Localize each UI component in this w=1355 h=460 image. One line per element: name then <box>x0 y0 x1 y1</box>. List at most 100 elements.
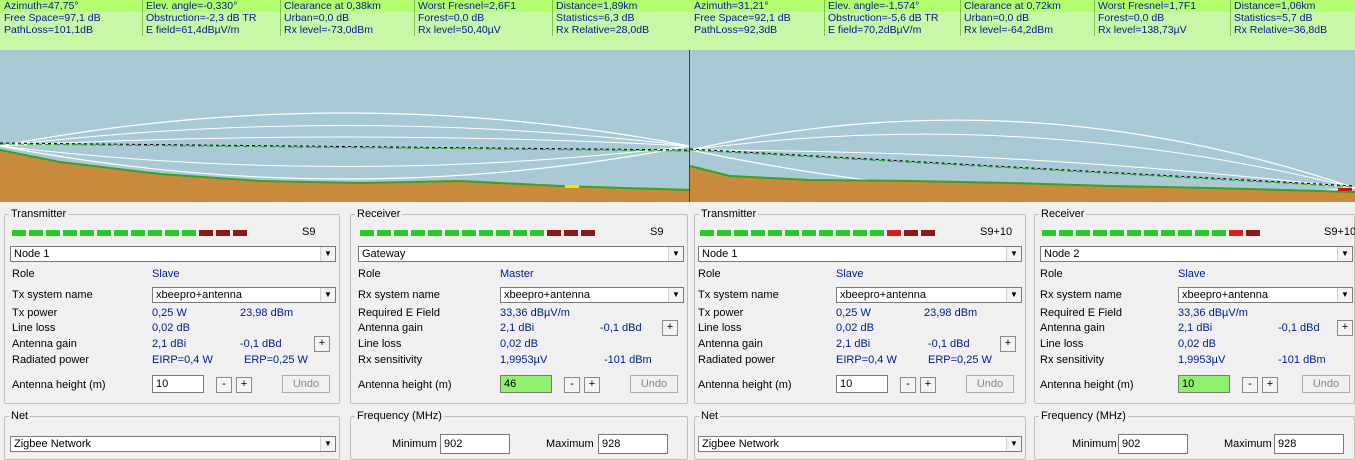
rx-gain-plus-button[interactable]: + <box>1337 320 1353 336</box>
tx-eirp: EIRP=0,4 W <box>152 354 213 366</box>
tx-undo-button[interactable]: Undo <box>282 375 330 393</box>
rx-system-select[interactable]: xbeepro+antenna ▼ <box>1178 287 1353 303</box>
rx-height-plus-button[interactable]: + <box>584 377 600 393</box>
tx-line-loss: 0,02 dB <box>152 322 190 334</box>
rx-system-select[interactable]: xbeepro+antenna ▼ <box>500 287 684 303</box>
chevron-down-icon: ▼ <box>1006 288 1021 302</box>
chevron-down-icon: ▼ <box>1006 437 1021 451</box>
tx-system-label: Tx system name <box>12 289 93 301</box>
frequency-min-label: Minimum <box>392 438 437 450</box>
rx-gain-dbd: -0,1 dBd <box>1278 322 1320 334</box>
tx-height-minus-button[interactable]: - <box>216 377 232 393</box>
rx-height-minus-button[interactable]: - <box>564 377 580 393</box>
net-select[interactable]: Zigbee Network ▼ <box>10 436 336 452</box>
urban: Urban=0,0 dB <box>964 12 1030 24</box>
rx-height-input[interactable]: 10 <box>1178 375 1230 393</box>
tx-system-select[interactable]: xbeepro+antenna ▼ <box>836 287 1022 303</box>
tx-power-label: Tx power <box>12 307 58 319</box>
distance: Distance=1,06km <box>1234 0 1316 12</box>
tx-height-minus-button[interactable]: - <box>900 377 916 393</box>
tx-signal-label: S9 <box>302 226 316 238</box>
line-loss-label: Line loss <box>358 338 402 350</box>
chevron-down-icon: ▼ <box>1006 247 1021 261</box>
rx-sensitivity-dbm: -101 dBm <box>604 354 652 366</box>
rx-system-label: Rx system name <box>1040 289 1122 301</box>
rx-unit-select[interactable]: Gateway ▼ <box>358 246 684 262</box>
tx-height-input[interactable]: 10 <box>836 375 888 393</box>
rx-sensitivity-dbm: -101 dBm <box>1278 354 1326 366</box>
tx-gain-dbi: 2,1 dBi <box>152 338 187 350</box>
tx-gain-plus-button[interactable]: + <box>314 336 330 352</box>
rx-line-loss: 0,02 dB <box>1178 338 1216 350</box>
frequency-min-label: Minimum <box>1072 438 1117 450</box>
rx-signal-meter <box>360 230 598 236</box>
transmitter-group: Transmitter <box>4 208 340 404</box>
radiated-power-label: Radiated power <box>698 354 776 366</box>
tx-height-plus-button[interactable]: + <box>236 377 252 393</box>
worst-fresnel: Worst Fresnel=2,6F1 <box>418 0 517 12</box>
tx-power-dbm: 23,98 dBm <box>924 307 978 319</box>
tx-height-input[interactable]: 10 <box>152 375 204 393</box>
transmitter-group: Transmitter <box>694 208 1026 404</box>
rx-unit-select[interactable]: Node 2 ▼ <box>1040 246 1353 262</box>
net-group: Net <box>4 410 340 460</box>
chevron-down-icon: ▼ <box>320 288 335 302</box>
rx-gain-dbi: 2,1 dBi <box>1178 322 1213 334</box>
antenna-gain-label: Antenna gain <box>12 338 77 350</box>
obstruction: Obstruction=-5,6 dB TR <box>828 12 939 24</box>
tx-power-w: 0,25 W <box>152 307 187 319</box>
tx-height-plus-button[interactable]: + <box>920 377 936 393</box>
rx-sensitivity-uv: 1,9953µV <box>500 354 548 366</box>
antenna-height-label: Antenna height (m) <box>12 379 106 391</box>
frequency-max-input[interactable]: 928 <box>598 434 668 454</box>
terrain-profile <box>690 50 1355 202</box>
forest: Forest=0,0 dB <box>1098 12 1165 24</box>
tx-unit-select[interactable]: Node 1 ▼ <box>698 246 1022 262</box>
tx-undo-button[interactable]: Undo <box>966 375 1014 393</box>
rx-undo-button[interactable]: Undo <box>630 375 678 393</box>
antenna-height-label: Antenna height (m) <box>698 379 792 391</box>
frequency-min-input[interactable]: 902 <box>1118 434 1188 454</box>
worst-fresnel: Worst Fresnel=1,7F1 <box>1098 0 1197 12</box>
urban: Urban=0,0 dB <box>284 12 350 24</box>
net-select[interactable]: Zigbee Network ▼ <box>698 436 1022 452</box>
frequency-legend: Frequency (MHz) <box>357 410 442 422</box>
tx-erp: ERP=0,25 W <box>928 354 992 366</box>
receiver-legend: Receiver <box>357 208 401 220</box>
rx-height-minus-button[interactable]: - <box>1242 377 1258 393</box>
antenna-gain-label: Antenna gain <box>1040 322 1105 334</box>
frequency-min-input[interactable]: 902 <box>440 434 510 454</box>
frequency-max-label: Maximum <box>546 438 594 450</box>
rx-gain-dbd: -0,1 dBd <box>600 322 642 334</box>
tx-gain-plus-button[interactable]: + <box>1000 336 1016 352</box>
rx-height-plus-button[interactable]: + <box>1262 377 1278 393</box>
rx-role-value: Master <box>500 268 534 280</box>
link-info-bar: Azimuth=47,75° Elev. angle=-0,330° Clear… <box>0 0 690 50</box>
tx-gain-dbd: -0,1 dBd <box>240 338 282 350</box>
rx-height-input[interactable]: 46 <box>500 375 552 393</box>
tx-role-value: Slave <box>836 268 864 280</box>
rx-signal-label: S9 <box>650 226 664 238</box>
tx-unit-select[interactable]: Node 1 ▼ <box>10 246 336 262</box>
receiver-group: Receiver <box>350 208 688 404</box>
frequency-max-input[interactable]: 928 <box>1274 434 1344 454</box>
rx-gain-plus-button[interactable]: + <box>662 320 678 336</box>
tx-signal-label: S9+10 <box>980 226 1013 238</box>
net-group: Net <box>694 410 1026 460</box>
chevron-down-icon: ▼ <box>1337 247 1352 261</box>
rx-undo-button[interactable]: Undo <box>1302 375 1350 393</box>
tx-system-label: Tx system name <box>698 289 779 301</box>
tx-power-label: Tx power <box>698 307 744 319</box>
tx-gain-dbd: -0,1 dBd <box>928 338 970 350</box>
tx-erp: ERP=0,25 W <box>244 354 308 366</box>
role-label: Role <box>358 268 381 280</box>
link-info-bar: Azimuth=31,21° Elev. angle=-1,574° Clear… <box>690 0 1355 50</box>
tx-system-select[interactable]: xbeepro+antenna ▼ <box>152 287 336 303</box>
rx-sensitivity-label: Rx sensitivity <box>358 354 423 366</box>
e-field: E field=61,4dBµV/m <box>146 24 240 36</box>
statistics: Statistics=5,7 dB <box>1234 12 1313 24</box>
statistics: Statistics=6,3 dB <box>556 12 635 24</box>
chevron-down-icon: ▼ <box>320 247 335 261</box>
net-legend: Net <box>701 410 719 422</box>
receiver-legend: Receiver <box>1041 208 1085 220</box>
